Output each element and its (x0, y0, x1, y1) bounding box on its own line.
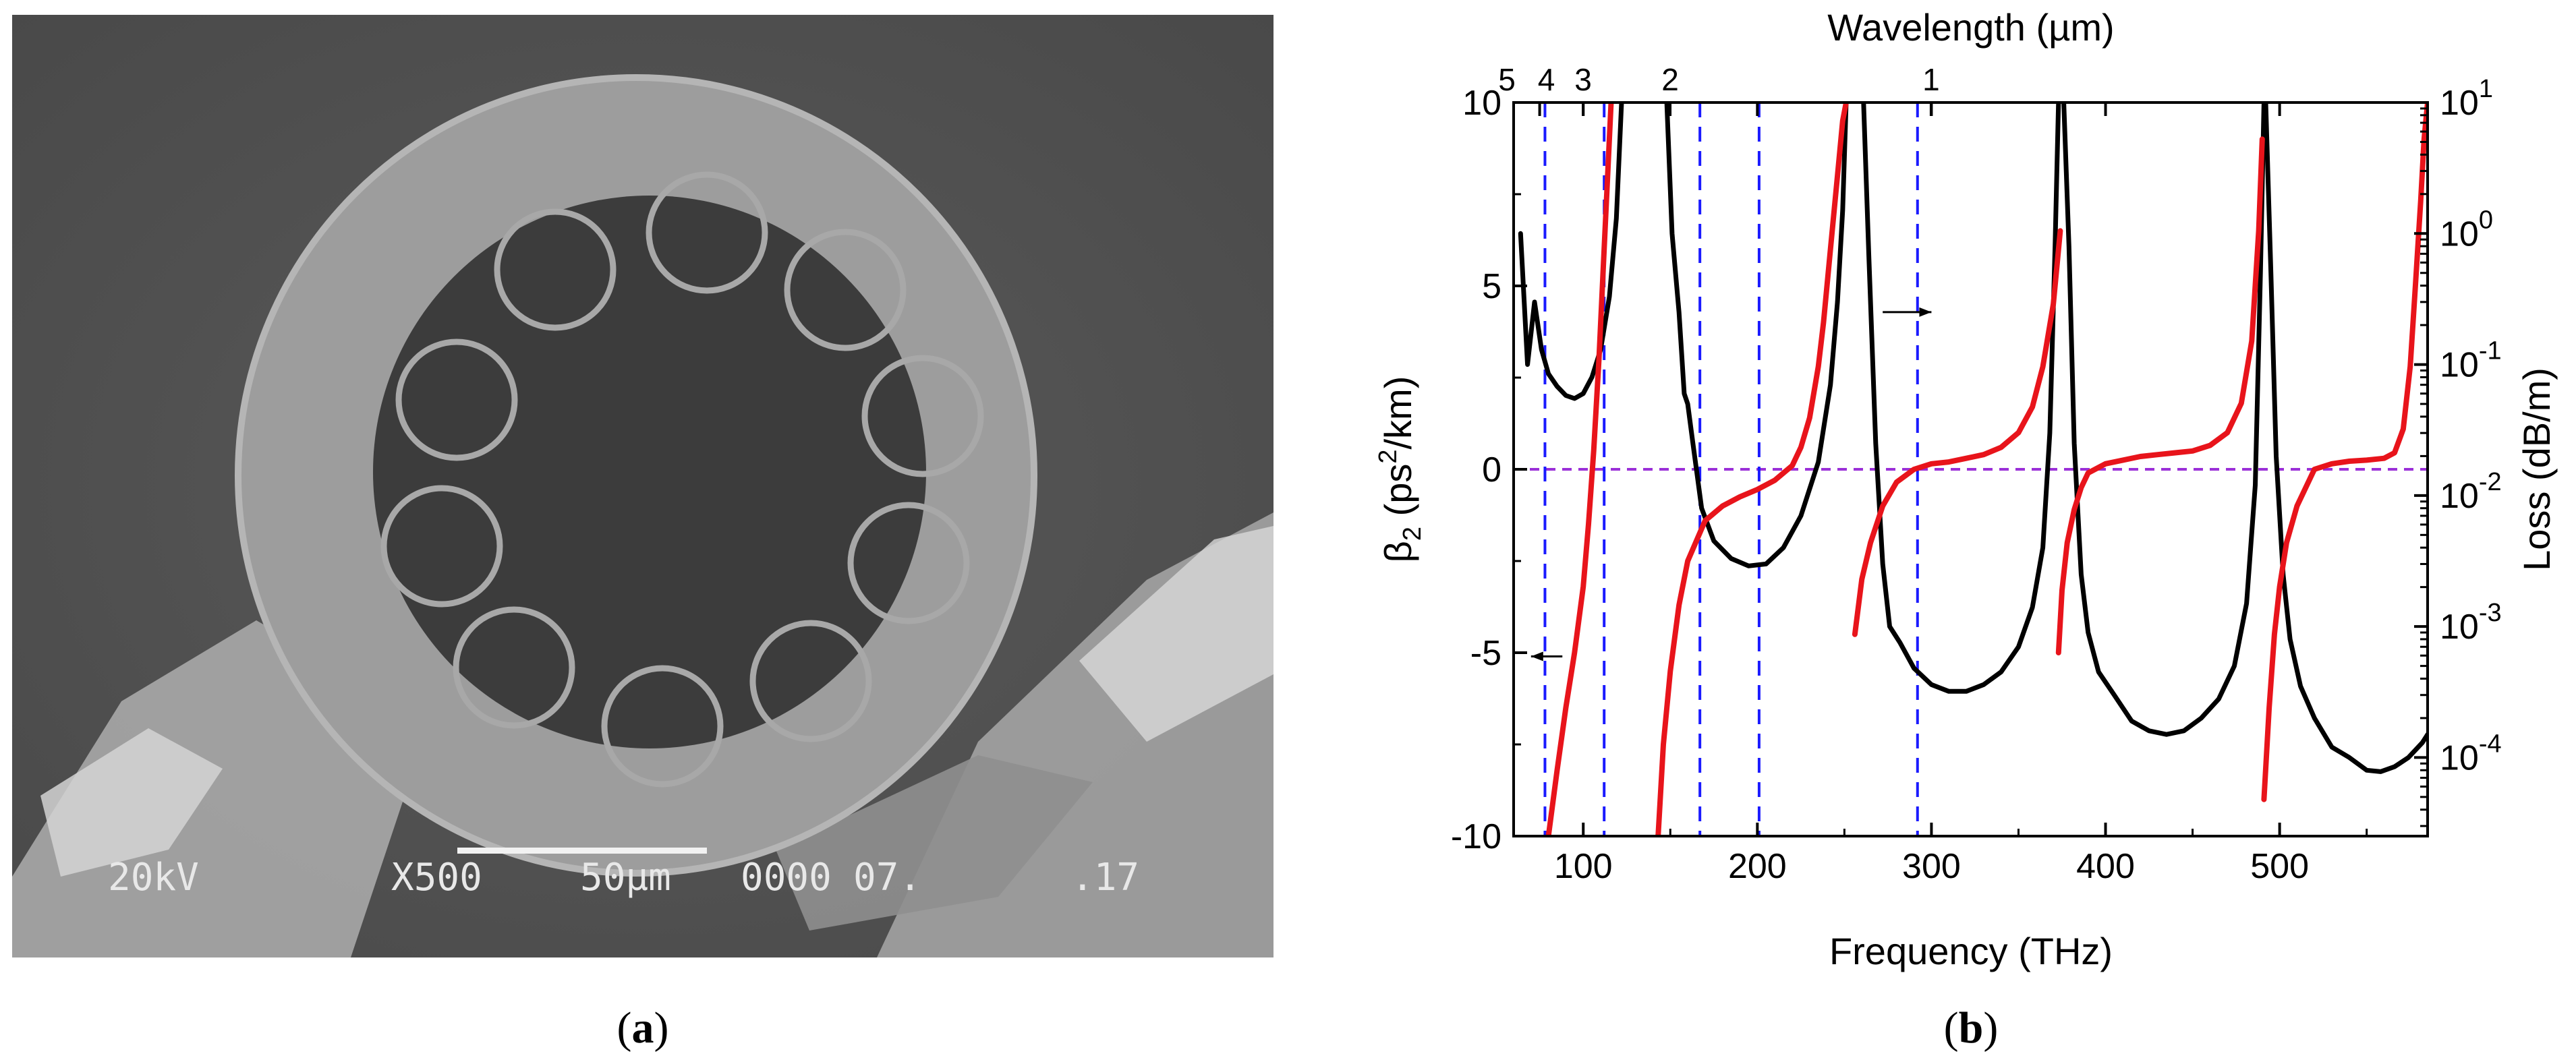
y-right-tick-base: 10 (2440, 608, 2479, 647)
x2-tick-label: 5 (1498, 62, 1516, 97)
y-left-tick-label: 5 (1482, 267, 1501, 306)
capillary-tube (847, 502, 970, 624)
sem-date-label-1: 07. (853, 856, 921, 899)
y-right-tick-base: 10 (2440, 738, 2479, 777)
y-right-tick-base: 10 (2440, 477, 2479, 516)
beta2-curve-segment (2261, 102, 2428, 802)
x2-tick-label: 1 (1922, 62, 1940, 97)
capillary-ring (380, 171, 984, 788)
y-right-tick-exponent: 1 (2479, 75, 2493, 103)
y-left-title-close: /km) (1377, 376, 1419, 450)
loss-curve-segment (1518, 102, 1624, 401)
y-right-tick-label: 10-3 (2440, 599, 2502, 647)
x2-tick-label: 4 (1538, 62, 1555, 97)
x2-axis-title: Wavelength (µm) (1827, 6, 2114, 49)
annotation-arrow-head (1530, 651, 1543, 661)
y-left-title-sub: 2 (1398, 527, 1427, 541)
sem-voltage-label: 20kV (108, 856, 199, 899)
capillary-tube (784, 229, 907, 351)
fiber-cladding-edge (235, 74, 1037, 877)
y-right-tick-label: 10-4 (2440, 730, 2502, 777)
beta2-curve-segment (1545, 102, 1614, 836)
x2-tick-label: 3 (1574, 62, 1592, 97)
x-tick-label: 400 (2076, 847, 2135, 886)
caption-b-label: b (1959, 1003, 1984, 1053)
y-right-tick-exponent: -4 (2479, 730, 2502, 758)
sem-code-label: 0000 (741, 856, 832, 899)
caption-a-label: a (632, 1003, 654, 1053)
capillary-tube (380, 485, 503, 608)
caption-b-close: ) (1983, 1003, 1998, 1053)
x-tick-label: 100 (1554, 847, 1613, 886)
caption-a-open: ( (617, 1003, 632, 1053)
plot-content (1514, 102, 2428, 836)
sem-debris-center (776, 755, 1093, 931)
capillary-tube (646, 171, 768, 294)
capillary-tube (494, 208, 617, 331)
y-left-tick-label: 0 (1482, 450, 1501, 490)
sem-magnification-label: X500 (391, 856, 482, 899)
loss-curve-segment (2263, 102, 2428, 774)
y-right-axis-title: Loss (dB/m) (2515, 367, 2558, 571)
y-right-tick-label: 10-2 (2440, 468, 2502, 516)
y-left-tick-label: -10 (1451, 817, 1501, 856)
beta2-curve-segment (1852, 228, 2063, 637)
y-right-tick-exponent: 0 (2479, 206, 2493, 234)
y-left-title-sup: 2 (1374, 450, 1402, 464)
x-axis-title: Frequency (THz) (1829, 930, 2113, 972)
y-right-tick-label: 10-1 (2440, 337, 2502, 385)
loss-curve-segment (1861, 102, 2061, 694)
capillary-tube (861, 355, 984, 477)
y-right-tick-base: 10 (2440, 214, 2479, 254)
y-right-tick-exponent: -1 (2479, 337, 2502, 365)
sem-scale-label: 50µm (580, 856, 671, 899)
y-right-tick-base: 10 (2440, 346, 2479, 385)
caption-b-open: ( (1944, 1003, 1959, 1053)
sem-scale-bar (457, 848, 707, 854)
y-left-tick-label: 10 (1462, 84, 1501, 123)
loss-curve-segment (1664, 102, 1849, 568)
capillary-tube (601, 665, 724, 788)
sem-debris-right-highlight (1079, 526, 1273, 742)
caption-a-close: ) (654, 1003, 669, 1053)
y-right-tick-label: 100 (2440, 206, 2493, 254)
sem-date-label-2: .17 (1071, 856, 1139, 899)
x2-tick-label: 2 (1661, 62, 1679, 97)
y-left-tick-label: -5 (1470, 634, 1501, 673)
caption-b: (b) (1944, 1003, 1999, 1053)
capillary-tube (395, 338, 518, 461)
capillary-tube (453, 606, 575, 729)
x-tick-label: 500 (2250, 847, 2309, 886)
y-left-title-open: (ps (1377, 464, 1419, 527)
capillary-tube (749, 620, 872, 742)
y-left-title-beta: β (1377, 541, 1419, 562)
annotation-arrow-head (1919, 307, 1932, 317)
y-right-tick-exponent: -3 (2479, 599, 2502, 627)
caption-a: (a) (617, 1003, 669, 1053)
sem-debris-highlight (40, 728, 223, 877)
beta2-curve-segment (1655, 102, 1849, 836)
y-right-tick-base: 10 (2440, 84, 2479, 123)
y-right-tick-label: 101 (2440, 75, 2493, 123)
sem-image-panel: 20kV X500 50µm 0000 07. .17 (12, 15, 1273, 957)
loss-curve-segment (2061, 102, 2266, 737)
y-right-tick-exponent: -2 (2479, 468, 2502, 496)
y-left-axis-title: β2 (ps2/km) (1374, 376, 1427, 563)
x-tick-label: 300 (1902, 847, 1961, 886)
x-tick-label: 200 (1728, 847, 1787, 886)
beta2-curve-segment (2055, 136, 2265, 655)
